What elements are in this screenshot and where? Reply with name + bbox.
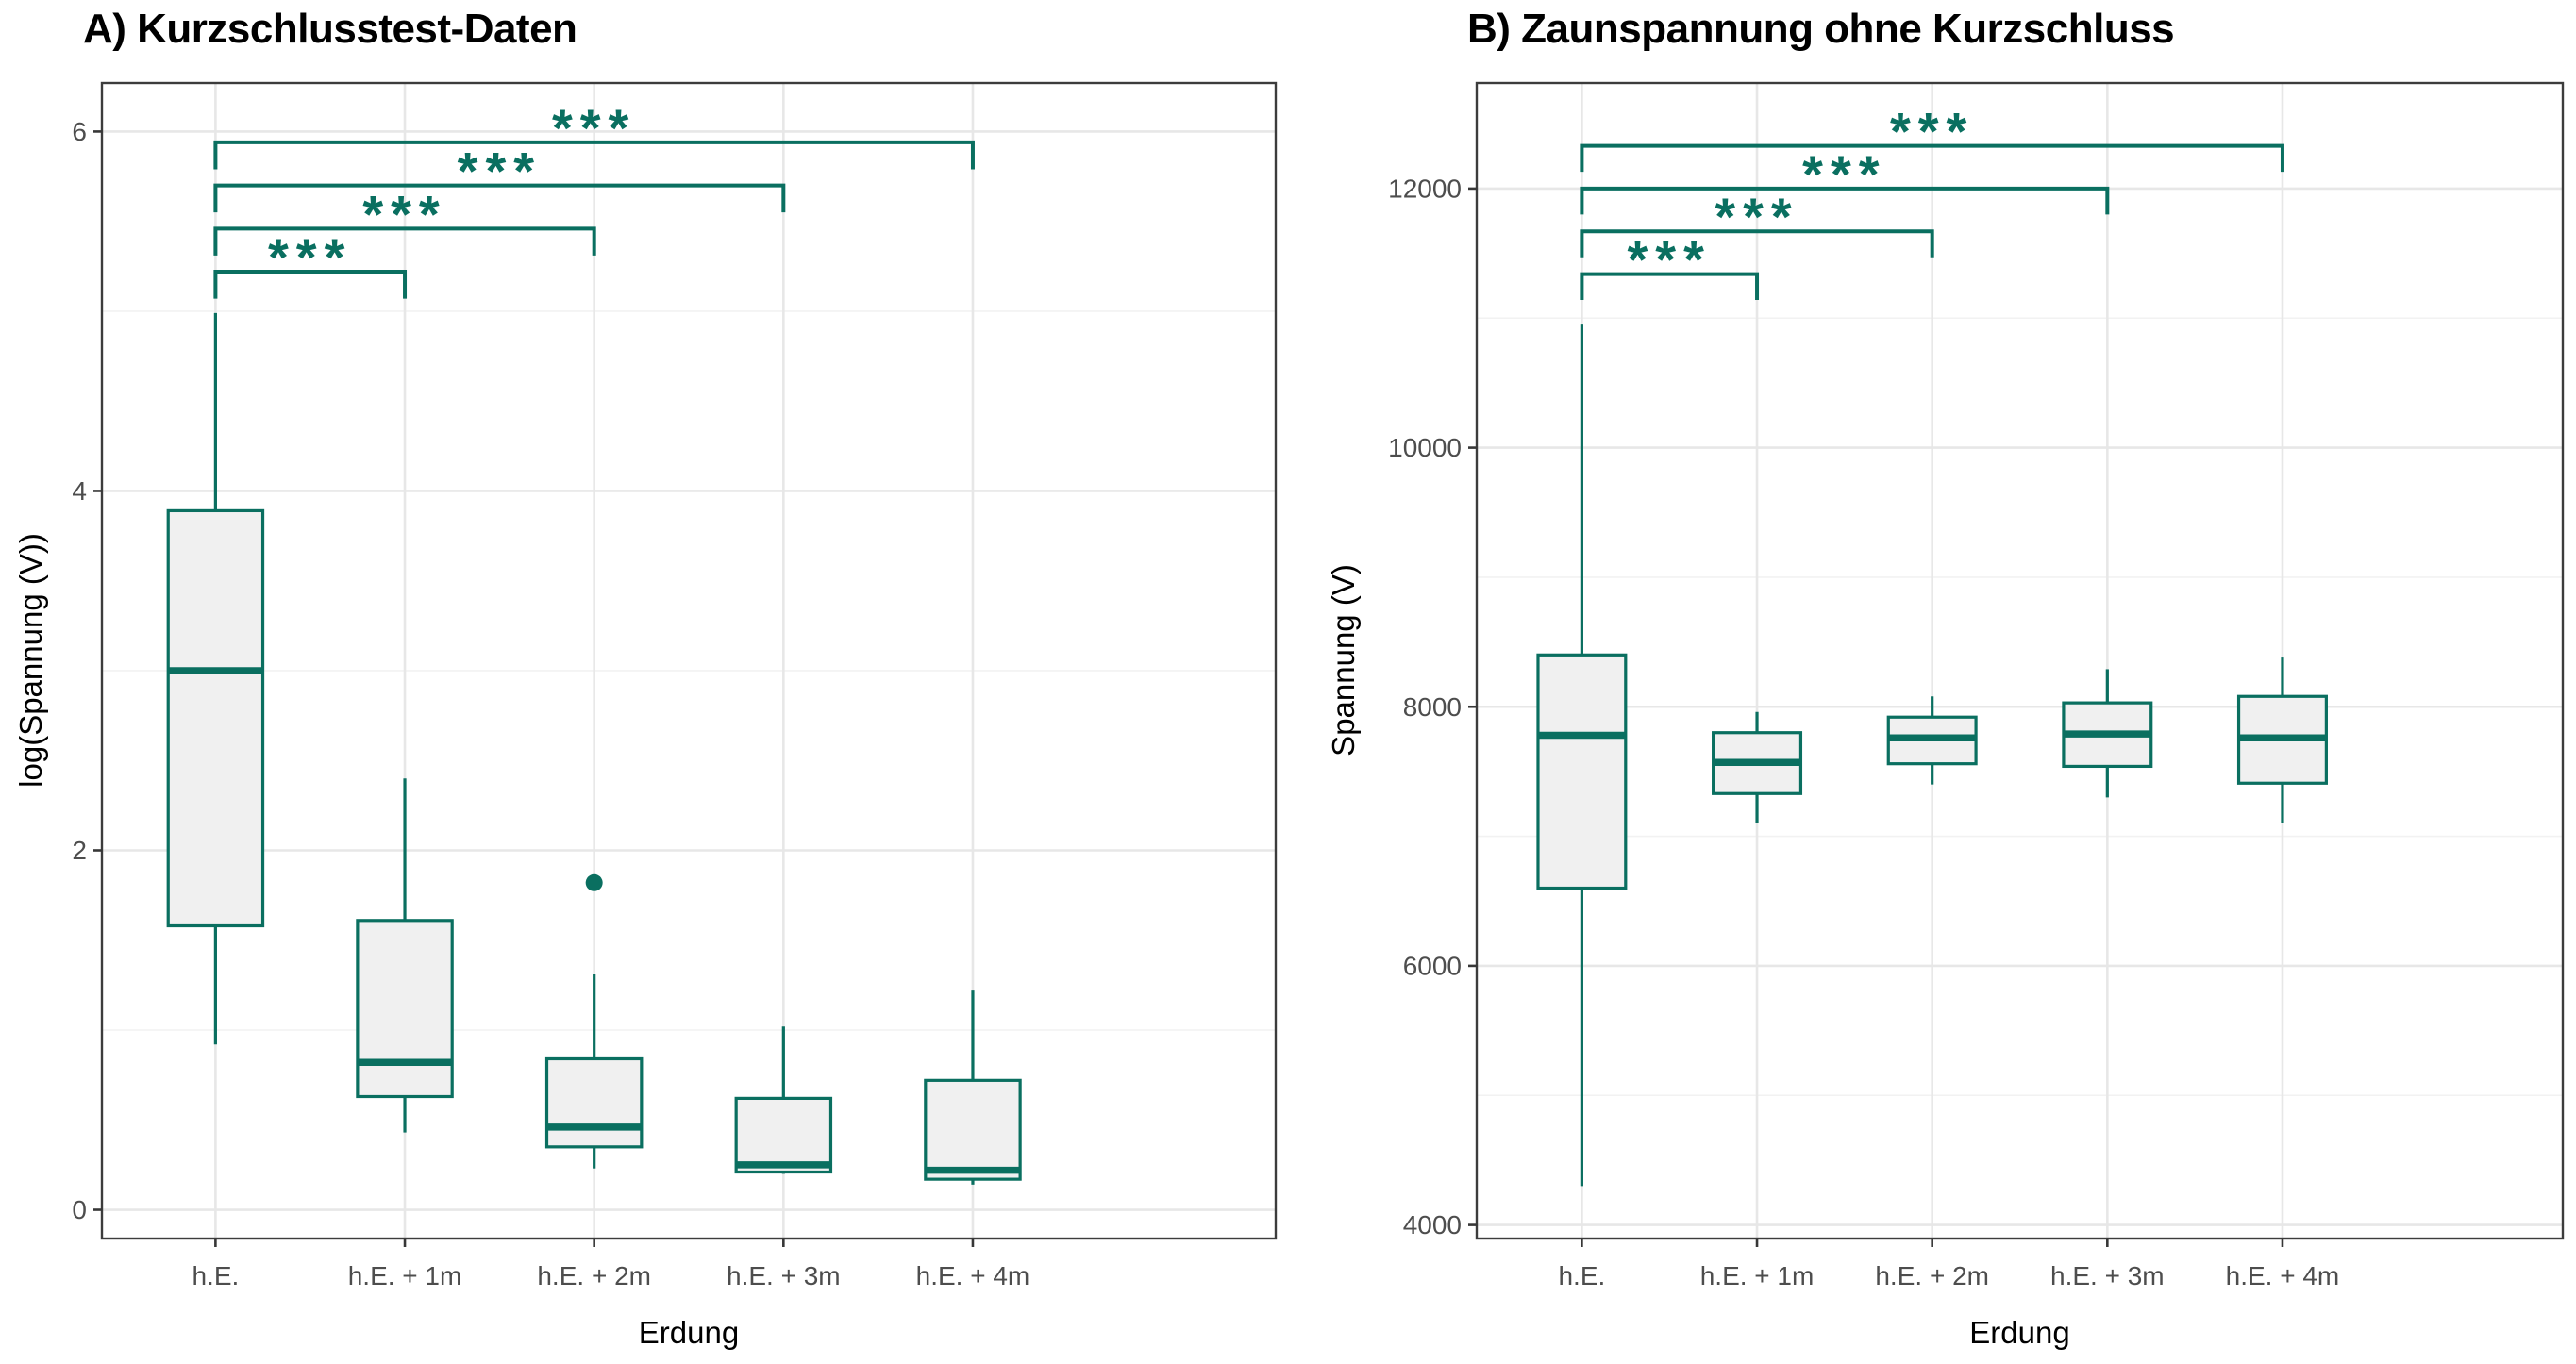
box-iqr: [166, 508, 265, 928]
panel-a-title: A) Kurzschlusstest-Daten: [83, 6, 577, 52]
x-tick-label: h.E. + 1m: [348, 1261, 462, 1290]
bracket-line: [213, 183, 786, 213]
outlier-point: [585, 873, 603, 891]
boxplot-b-0: [1536, 324, 1628, 1187]
y-tick-label: 8000: [1403, 692, 1462, 722]
x-tick-label: h.E. + 1m: [1700, 1261, 1815, 1290]
y-tick-label: 4000: [1403, 1210, 1462, 1239]
sig-stars: ***: [1890, 102, 1974, 161]
x-tick-label: h.E. + 4m: [916, 1261, 1030, 1290]
significance-bracket: ***: [213, 227, 408, 299]
sig-stars: ***: [362, 184, 446, 243]
box-iqr: [734, 1096, 833, 1174]
box-iqr: [1536, 653, 1628, 890]
panel-b-y-axis-title: Spannung (V): [1326, 564, 1361, 757]
sig-stars: ***: [1715, 187, 1798, 246]
boxplot-b-4: [2236, 657, 2328, 823]
y-tick-label: 12000: [1388, 174, 1462, 203]
sig-stars: ***: [458, 141, 542, 201]
x-tick-label: h.E. + 4m: [2226, 1261, 2340, 1290]
box-iqr: [924, 1078, 1022, 1181]
boxplot-a-0: [166, 312, 265, 1045]
panel-b-x-axis-title: Erdung: [1969, 1315, 2070, 1350]
boxplot-a-4: [924, 990, 1022, 1185]
sig-stars: ***: [552, 98, 636, 158]
y-tick-label: 2: [72, 836, 87, 865]
bracket-line: [1580, 186, 2110, 215]
boxplot-a-2: [544, 873, 644, 1169]
y-tick-label: 6: [72, 117, 87, 146]
x-tick-label: h.E. + 3m: [2050, 1261, 2165, 1290]
bracket-line: [213, 140, 975, 170]
boxplot-b-1: [1712, 711, 1803, 823]
y-tick-label: 10000: [1388, 433, 1462, 462]
y-tick-label: 4: [72, 476, 87, 506]
bracket-line: [1580, 143, 2284, 173]
significance-bracket: ***: [213, 98, 975, 170]
box-iqr: [544, 1056, 644, 1149]
significance-bracket: ***: [1580, 144, 2110, 215]
significance-bracket: ***: [1580, 230, 1760, 301]
x-tick-label: h.E.: [1558, 1261, 1605, 1290]
boxplot-a-3: [734, 1026, 833, 1174]
panel-border: [100, 81, 1278, 1240]
panel-b-title: B) Zaunspannung ohne Kurzschluss: [1467, 6, 2175, 52]
significance-bracket: ***: [213, 184, 596, 256]
y-tick-label: 6000: [1403, 951, 1462, 980]
significance-bracket: ***: [1580, 102, 2284, 173]
boxplot-b-2: [1886, 696, 1978, 785]
boxplot-a-1: [356, 778, 454, 1133]
significance-bracket: ***: [1580, 187, 1934, 258]
sig-stars: ***: [1628, 230, 1712, 290]
bracket-line: [1580, 272, 1760, 301]
y-tick-label: 0: [72, 1195, 87, 1224]
bracket-line: [213, 270, 408, 299]
bracket-line: [213, 226, 596, 256]
bracket-line: [1580, 229, 1934, 258]
x-tick-label: h.E. + 2m: [1875, 1261, 1989, 1290]
x-tick-label: h.E. + 3m: [727, 1261, 841, 1290]
panel-a-x-axis-title: Erdung: [638, 1315, 740, 1350]
panel-a-y-axis-title: log(Spannung (V)): [13, 533, 48, 788]
significance-bracket: ***: [213, 141, 786, 213]
sig-stars: ***: [268, 227, 352, 287]
x-tick-label: h.E.: [192, 1261, 239, 1290]
boxplot-b-3: [2062, 669, 2153, 798]
box-iqr: [356, 919, 454, 1099]
panel-border: [1475, 81, 2565, 1240]
sig-stars: ***: [1802, 144, 1886, 204]
x-tick-label: h.E. + 2m: [537, 1261, 651, 1290]
